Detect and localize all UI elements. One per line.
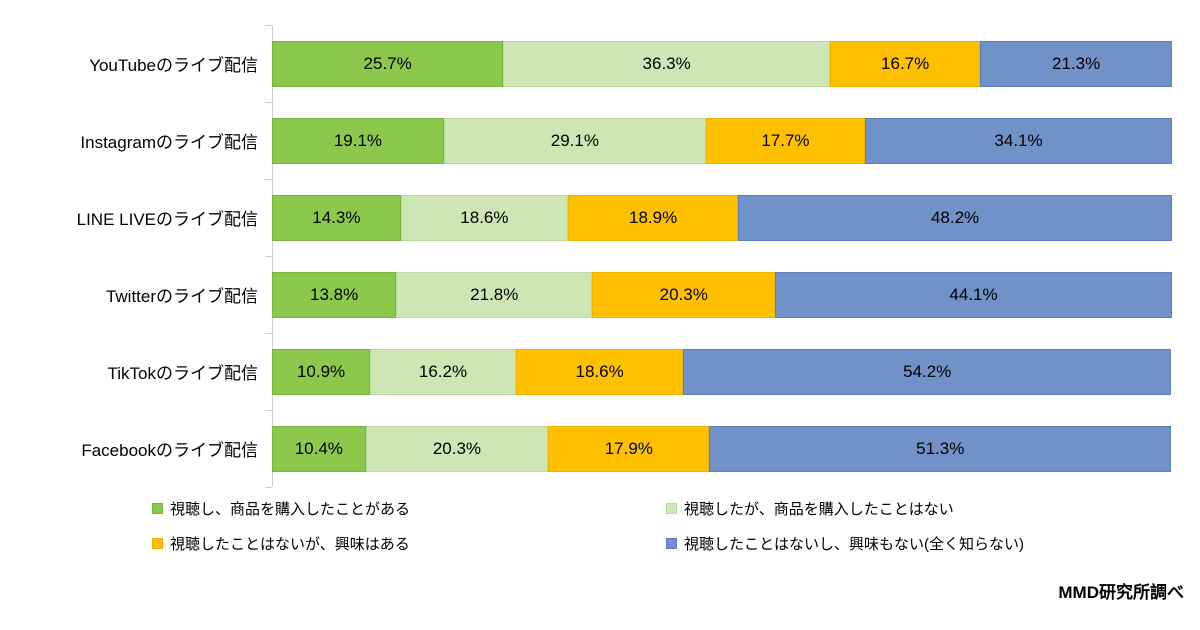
bar-segment: 10.9% xyxy=(272,348,371,395)
legend-label: 視聴したことはないし、興味もない(全く知らない) xyxy=(684,536,1024,553)
bar-segment: 19.1% xyxy=(272,117,444,164)
bar-segment: 51.3% xyxy=(709,425,1172,472)
bar-value-label: 51.3% xyxy=(916,438,965,458)
legend-swatch-icon xyxy=(666,538,677,549)
bar-value-label: 19.1% xyxy=(333,130,383,150)
category-label: TikTokのライブ配信 xyxy=(107,364,259,383)
axis-tick xyxy=(265,410,272,411)
bar-segment: 34.1% xyxy=(865,117,1172,164)
category-label: Twitterのライブ配信 xyxy=(105,287,258,306)
bar-value-label: 16.2% xyxy=(418,361,468,381)
bar-segment: 29.1% xyxy=(443,117,706,164)
bar-segment: 14.3% xyxy=(272,194,401,241)
bar-segment: 18.6% xyxy=(515,348,684,395)
bar-value-label: 20.3% xyxy=(432,438,482,458)
bar-value-label: 18.9% xyxy=(629,207,678,227)
legend: 視聴し、商品を購入したことがある 視聴したが、商品を購入したことはない視聴したこと… xyxy=(152,498,1162,554)
bar-segment: 54.2% xyxy=(683,348,1172,395)
bar-segment: 44.1% xyxy=(775,271,1172,318)
bar-segment: 10.4% xyxy=(272,425,366,472)
bar-value-label: 48.2% xyxy=(930,207,980,227)
chart-row: YouTubeのライブ配信 25.7% 36.3% 16.7% 21.3% xyxy=(0,25,1172,102)
legend-swatch-icon xyxy=(152,538,163,549)
bar-value-label: 34.1% xyxy=(994,130,1043,150)
bar-track: 10.9% 16.2% 18.6% 54.2% xyxy=(272,348,1172,395)
bar-value-label: 20.3% xyxy=(659,284,708,304)
bar-track: 13.8% 21.8% 20.3% 44.1% xyxy=(272,271,1172,318)
bar-segment: 18.6% xyxy=(400,194,569,241)
bar-segment: 21.3% xyxy=(980,40,1172,87)
chart-row: Twitterのライブ配信 13.8% 21.8% 20.3% 44.1% xyxy=(0,256,1172,333)
axis-tick xyxy=(265,333,272,334)
bar-value-label: 29.1% xyxy=(550,130,599,150)
axis-tick xyxy=(265,179,272,180)
axis-tick xyxy=(265,102,272,103)
bar-value-label: 21.3% xyxy=(1052,53,1101,73)
category-label: LINE LIVEのライブ配信 xyxy=(76,210,258,229)
bar-track: 10.4% 20.3% 17.9% 51.3% xyxy=(272,425,1172,472)
bar-segment: 18.9% xyxy=(568,194,739,241)
bar-value-label: 18.6% xyxy=(575,361,624,381)
bar-segment: 16.2% xyxy=(370,348,516,395)
category-axis-line xyxy=(272,25,273,487)
bar-segment: 48.2% xyxy=(738,194,1172,241)
bar-segment: 25.7% xyxy=(272,40,504,87)
bar-track: 14.3% 18.6% 18.9% 48.2% xyxy=(272,194,1172,241)
bar-segment: 36.3% xyxy=(503,40,830,87)
axis-tick xyxy=(265,256,272,257)
chart-row: TikTokのライブ配信 10.9% 16.2% 18.6% 54.2% xyxy=(0,333,1172,410)
chart-rows: YouTubeのライブ配信 25.7% 36.3% 16.7% 21.3% Instagr… xyxy=(0,25,1172,487)
source-note: MMD研究所調べ xyxy=(1058,583,1184,602)
legend-item: 視聴し、商品を購入したことがある xyxy=(152,498,666,519)
legend-swatch-icon xyxy=(666,503,677,514)
category-label: Instagramのライブ配信 xyxy=(80,133,258,152)
legend-swatch-icon xyxy=(152,503,163,514)
bar-segment: 13.8% xyxy=(272,271,397,318)
axis-tick xyxy=(265,25,272,26)
bar-track: 19.1% 29.1% 17.7% 34.1% xyxy=(272,117,1172,164)
bar-value-label: 17.7% xyxy=(761,130,810,150)
bar-value-label: 13.8% xyxy=(309,284,359,304)
legend-label: 視聴し、商品を購入したことがある xyxy=(170,501,411,518)
legend-label: 視聴したことはないが、興味はある xyxy=(170,536,410,553)
bar-segment: 21.8% xyxy=(396,271,593,318)
bar-segment: 20.3% xyxy=(365,425,549,472)
bar-segment: 17.7% xyxy=(705,117,866,164)
bar-value-label: 54.2% xyxy=(903,361,952,381)
category-label: YouTubeのライブ配信 xyxy=(89,56,258,75)
legend-item: 視聴したが、商品を購入したことはない xyxy=(666,498,1162,519)
legend-item: 視聴したことはないし、興味もない(全く知らない) xyxy=(666,533,1162,554)
bar-segment: 16.7% xyxy=(829,40,981,87)
bar-value-label: 21.8% xyxy=(470,284,519,304)
bar-value-label: 17.9% xyxy=(604,438,653,458)
bar-segment: 20.3% xyxy=(592,271,776,318)
bar-value-label: 44.1% xyxy=(949,284,998,304)
bar-value-label: 25.7% xyxy=(363,53,412,73)
bar-value-label: 10.4% xyxy=(294,438,343,458)
legend-item: 視聴したことはないが、興味はある xyxy=(152,533,666,554)
chart-row: Facebookのライブ配信 10.4% 20.3% 17.9% 51.3% xyxy=(0,410,1172,487)
bar-value-label: 10.9% xyxy=(296,361,346,381)
chart-row: LINE LIVEのライブ配信 14.3% 18.6% 18.9% 48.2% xyxy=(0,179,1172,256)
bar-value-label: 36.3% xyxy=(642,53,691,73)
category-label: Facebookのライブ配信 xyxy=(81,441,258,460)
bar-value-label: 18.6% xyxy=(460,207,509,227)
chart-row: Instagramのライブ配信 19.1% 29.1% 17.7% 34.1% xyxy=(0,102,1172,179)
bar-track: 25.7% 36.3% 16.7% 21.3% xyxy=(272,40,1172,87)
legend-label: 視聴したが、商品を購入したことはない xyxy=(684,501,954,518)
axis-tick xyxy=(265,487,272,488)
bar-segment: 17.9% xyxy=(548,425,710,472)
bar-value-label: 16.7% xyxy=(881,53,930,73)
bar-value-label: 14.3% xyxy=(312,207,361,227)
